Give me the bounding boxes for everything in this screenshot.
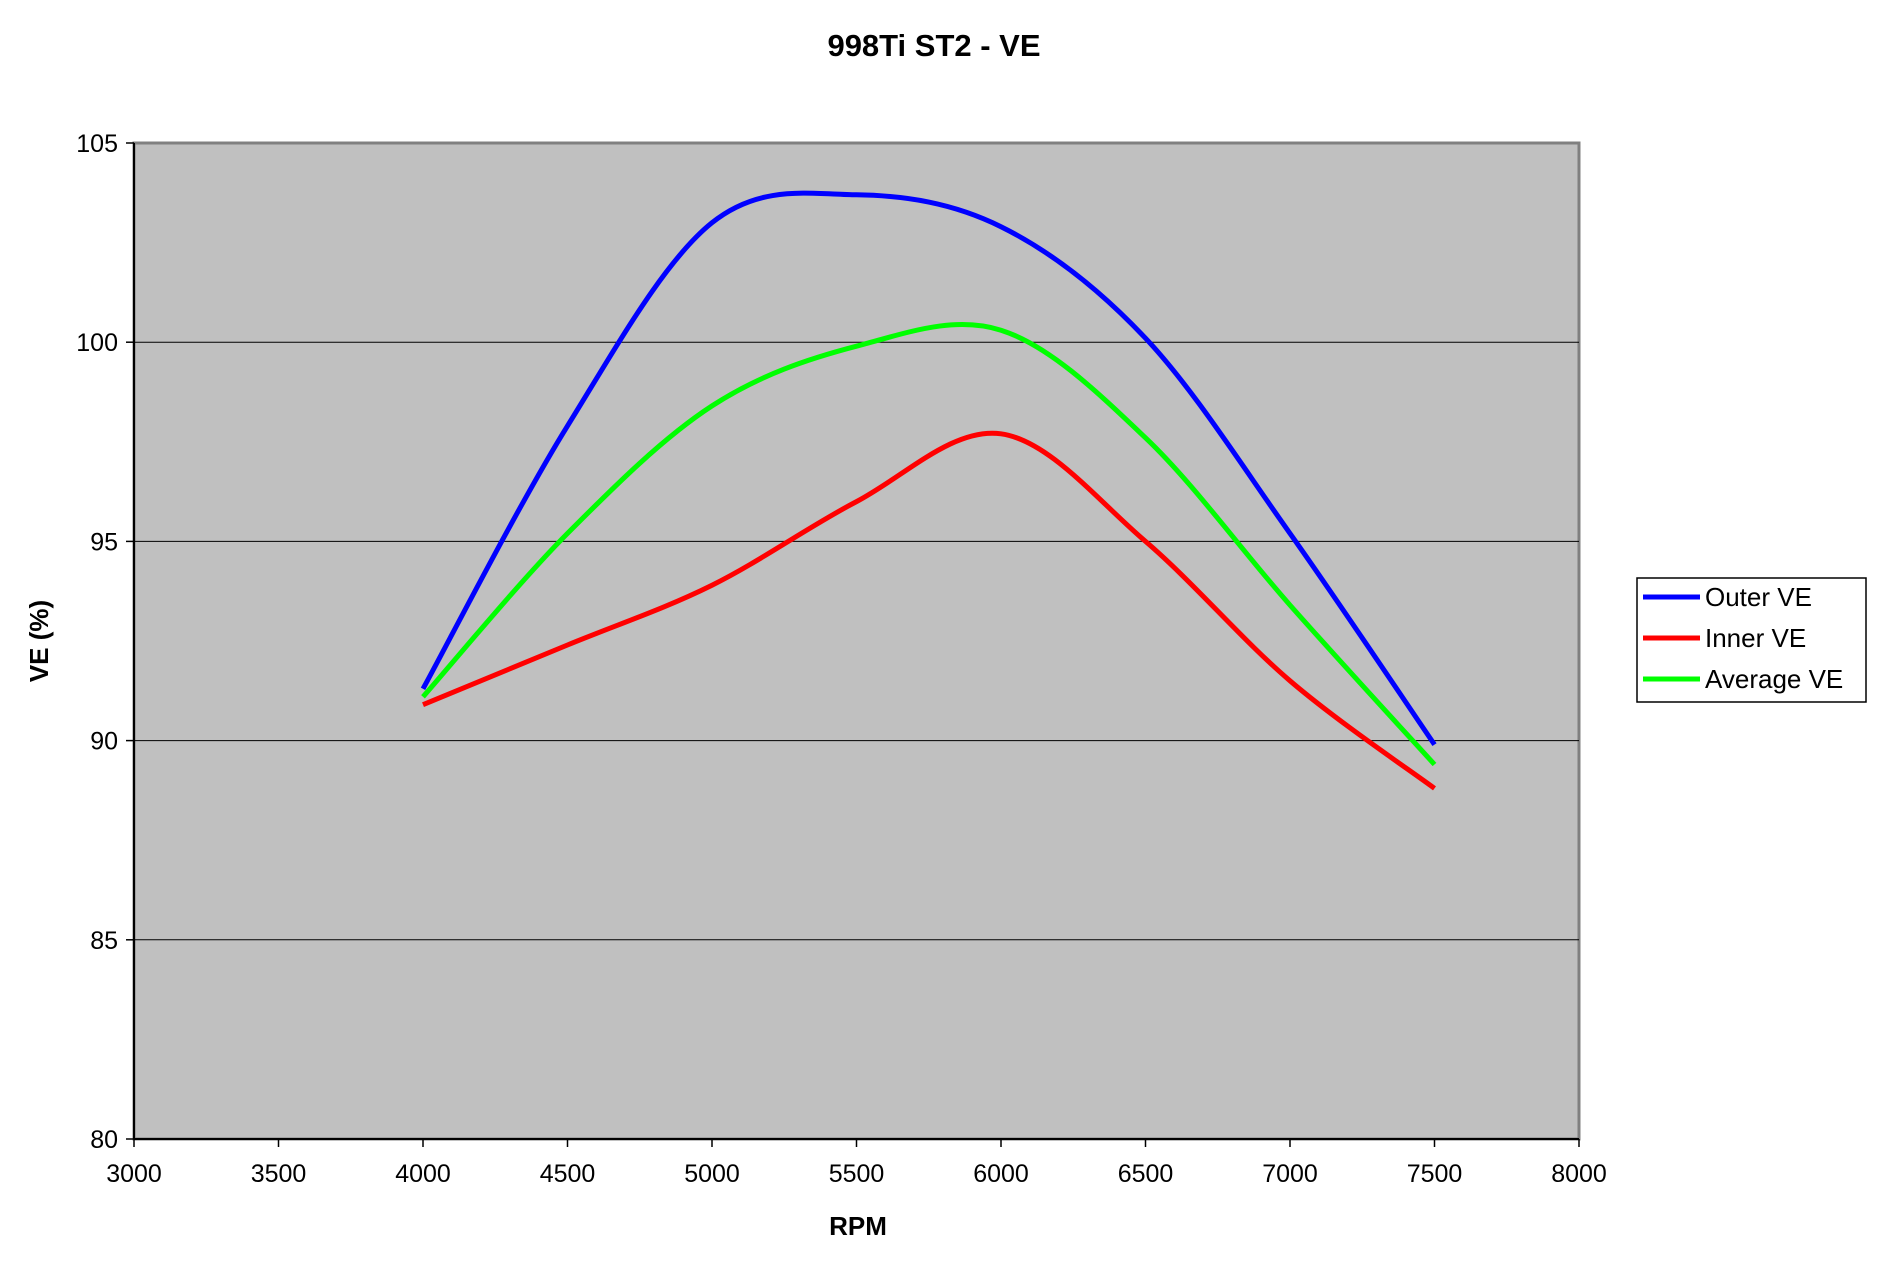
y-tick-label: 80 xyxy=(90,1126,118,1154)
y-axis-title: VE (%) xyxy=(24,600,54,682)
x-tick-label: 6500 xyxy=(1118,1160,1174,1188)
x-axis: 3000 3500 4000 4500 5000 5500 6000 6500 7000 7500… xyxy=(106,1138,1607,1188)
series-line-average-ve xyxy=(421,322,1437,767)
x-tick-label: 8000 xyxy=(1551,1160,1607,1188)
series-line-outer-ve xyxy=(420,190,1437,747)
chart-title: 998Ti ST2 - VE xyxy=(827,28,1040,63)
x-axis-title: RPM xyxy=(829,1211,887,1241)
legend-label-outer-ve: Outer VE xyxy=(1705,582,1812,612)
x-tick-label: 3000 xyxy=(106,1160,162,1188)
y-tick-label: 100 xyxy=(76,329,118,357)
x-tick-label: 3500 xyxy=(251,1160,307,1188)
y-tick-label: 105 xyxy=(76,130,118,158)
x-tick-label: 5500 xyxy=(829,1160,885,1188)
y-tick-label: 90 xyxy=(90,728,118,756)
legend-label-average-ve: Average VE xyxy=(1705,664,1843,694)
x-tick-label: 7500 xyxy=(1407,1160,1463,1188)
series-group xyxy=(420,190,1437,791)
x-tick-label: 5000 xyxy=(684,1160,740,1188)
plot-area xyxy=(132,141,1581,1141)
x-tick-label: 4000 xyxy=(395,1160,451,1188)
y-tick-label: 85 xyxy=(90,927,118,955)
series-line-inner-ve xyxy=(422,430,1436,791)
x-tick-label: 4500 xyxy=(540,1160,596,1188)
x-tick-label: 7000 xyxy=(1262,1160,1318,1188)
legend: Outer VE Inner VE Average VE xyxy=(1636,577,1867,703)
legend-label-inner-ve: Inner VE xyxy=(1705,623,1806,653)
x-tick-label: 6000 xyxy=(973,1160,1029,1188)
y-tick-label: 95 xyxy=(90,528,118,556)
y-axis: 80 85 90 95 100 105 xyxy=(76,130,135,1154)
gridlines xyxy=(134,341,1579,941)
